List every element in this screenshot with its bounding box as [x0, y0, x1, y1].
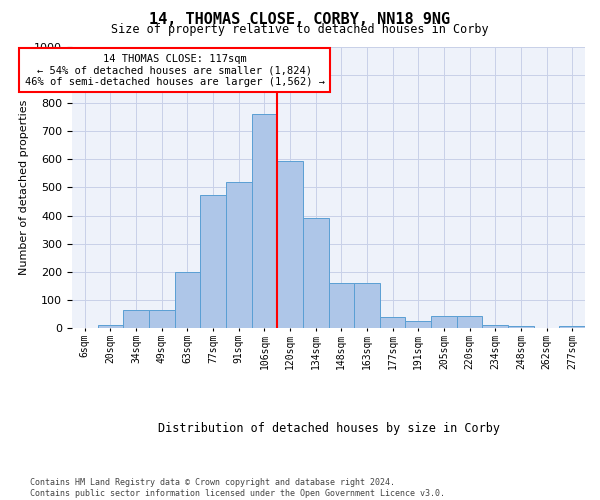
Bar [124, 310, 149, 328]
Text: 14 THOMAS CLOSE: 117sqm
← 54% of detached houses are smaller (1,824)
46% of semi: 14 THOMAS CLOSE: 117sqm ← 54% of detache… [25, 54, 325, 86]
Bar [380, 317, 406, 328]
Bar [98, 325, 124, 328]
Bar [226, 182, 251, 328]
Bar [559, 326, 585, 328]
Bar [431, 316, 457, 328]
Bar [482, 325, 508, 328]
Bar [354, 284, 380, 329]
Text: 14, THOMAS CLOSE, CORBY, NN18 9NG: 14, THOMAS CLOSE, CORBY, NN18 9NG [149, 12, 451, 26]
Bar [277, 160, 303, 328]
Bar [251, 114, 277, 328]
Bar [457, 316, 482, 328]
Text: Size of property relative to detached houses in Corby: Size of property relative to detached ho… [111, 22, 489, 36]
Bar [200, 194, 226, 328]
Bar [329, 284, 354, 329]
Text: Contains HM Land Registry data © Crown copyright and database right 2024.
Contai: Contains HM Land Registry data © Crown c… [30, 478, 445, 498]
X-axis label: Distribution of detached houses by size in Corby: Distribution of detached houses by size … [157, 422, 499, 435]
Bar [149, 310, 175, 328]
Bar [406, 320, 431, 328]
Bar [303, 218, 329, 328]
Bar [175, 272, 200, 328]
Bar [508, 326, 534, 328]
Y-axis label: Number of detached properties: Number of detached properties [19, 100, 29, 275]
